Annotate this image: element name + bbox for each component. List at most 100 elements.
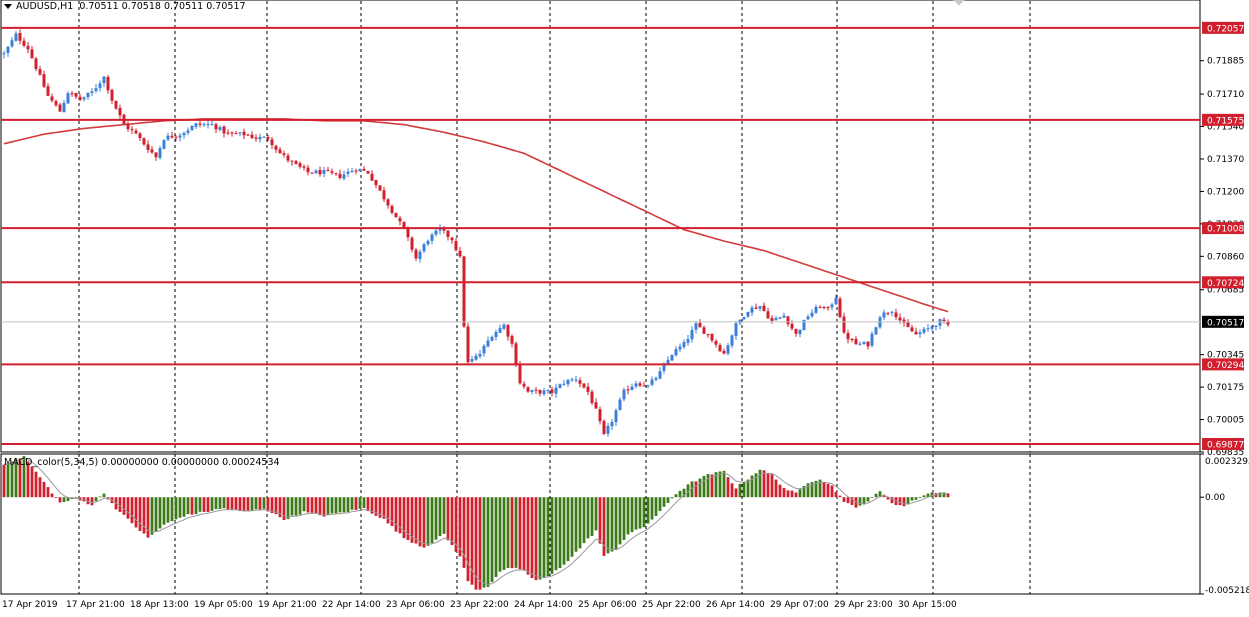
candle-body-bull (238, 132, 242, 134)
macd-bar-falling (206, 497, 210, 512)
candle-body-bear (286, 155, 290, 161)
macd-bar-rising (158, 497, 162, 529)
candle-body-bear (946, 321, 950, 325)
candle-body-bull (94, 88, 98, 92)
candle-body-bull (434, 230, 438, 235)
macd-bar-falling (374, 497, 378, 516)
candle-body-bull (610, 421, 614, 427)
candle-body-bear (294, 161, 298, 164)
x-tick-label: 23 Apr 22:00 (450, 600, 509, 610)
macd-bar-falling (834, 491, 838, 498)
candle-body-bull (6, 46, 10, 53)
candle-body-bear (106, 76, 110, 91)
candle-body-bear (54, 101, 58, 106)
candle-body-bull (350, 171, 354, 173)
macd-bar-falling (318, 497, 322, 516)
candle-body-bear (406, 227, 410, 238)
macd-bar-rising (22, 456, 26, 498)
candle-body-bear (74, 92, 78, 97)
candle-body-bear (34, 58, 38, 69)
macd-bar-rising (670, 497, 674, 499)
candle-body-bull (814, 306, 818, 313)
macd-bar-rising (638, 497, 642, 529)
macd-bar-falling (726, 477, 730, 498)
macd-bar-falling (386, 497, 390, 524)
macd-bar-falling (602, 497, 606, 556)
candle-body-bear (638, 383, 642, 386)
candle-body-bull (14, 33, 18, 41)
macd-bar-falling (526, 497, 530, 575)
macd-bar-falling (34, 471, 38, 498)
macd-bar-falling (774, 479, 778, 498)
price-level-tag (1202, 113, 1244, 126)
macd-signal-line (3, 458, 948, 585)
candle-body-bull (474, 355, 478, 360)
macd-bar-falling (734, 488, 738, 498)
macd-bar-falling (466, 497, 470, 582)
candle-body-bull (746, 311, 750, 317)
macd-bar-falling (770, 474, 774, 498)
candle-body-bull (90, 91, 94, 93)
macd-bar-falling (122, 497, 126, 515)
macd-bar-falling (90, 497, 94, 506)
macd-bar-rising (658, 497, 662, 512)
candle-body-bear (398, 217, 402, 222)
candle-body-bull (482, 345, 486, 354)
macd-bar-rising (174, 497, 178, 520)
candle-body-bear (250, 134, 254, 139)
macd-bar-falling (382, 497, 386, 519)
chevron-down-icon[interactable] (4, 4, 12, 9)
candle-body-bull (930, 326, 934, 329)
y-tick-label: 0.69835 (1207, 448, 1244, 458)
candle-body-bull (830, 304, 834, 308)
candle-body-bull (694, 323, 698, 330)
candle-body-bull (774, 318, 778, 321)
macd-bar-rising (702, 475, 706, 498)
macd-bar-rising (758, 469, 762, 498)
candle-body-bull (778, 317, 782, 319)
candle-body-bull (742, 317, 746, 320)
candle-body-bear (134, 130, 138, 134)
macd-y-tick-label: -0.005218 (1205, 586, 1249, 596)
candle-body-bull (806, 316, 810, 320)
macd-bar-rising (582, 497, 586, 544)
macd-bar-rising (558, 497, 562, 568)
macd-bar-rising (606, 497, 610, 554)
candle-body-bear (26, 45, 30, 50)
macd-bar-falling (598, 497, 602, 544)
macd-bar-falling (50, 493, 54, 498)
macd-bar-falling (282, 497, 286, 521)
candle-body-bull (438, 228, 442, 231)
candle-body-bear (254, 137, 258, 139)
y-tick-label: 0.70685 (1207, 286, 1244, 296)
candle-body-bear (822, 307, 826, 309)
candle-body-bear (790, 323, 794, 329)
x-tick-label: 17 Apr 2019 (2, 600, 58, 610)
macd-bar-rising (918, 497, 922, 499)
macd-bar-rising (338, 497, 342, 513)
candle-body-bear (154, 152, 158, 158)
macd-bar-rising (438, 497, 442, 537)
price-level-label: 0.70294 (1207, 361, 1244, 371)
candle-body-bear (866, 341, 870, 347)
macd-bar-rising (210, 497, 214, 511)
macd-bar-rising (714, 472, 718, 498)
candle-body-bull (530, 390, 534, 393)
candle-body-bear (110, 89, 114, 101)
macd-bar-rising (866, 497, 870, 502)
macd-bar-rising (294, 497, 298, 516)
macd-y-tick-label: 0.0023295 (1205, 457, 1249, 467)
macd-bar-rising (490, 497, 494, 582)
macd-bar-rising (746, 479, 750, 498)
macd-bar-rising (162, 497, 166, 525)
macd-bar-rising (646, 497, 650, 524)
candle-body-bull (10, 40, 14, 47)
macd-bar-rising (482, 497, 486, 588)
macd-bar-falling (258, 497, 262, 510)
candle-body-bull (470, 359, 474, 362)
macd-bar-falling (202, 497, 206, 512)
candle-body-bear (270, 139, 274, 146)
macd-bar-falling (462, 497, 466, 568)
candle-body-bear (230, 132, 234, 134)
ohlc-values: 0.70511 0.70518 0.70511 0.70517 (79, 1, 246, 12)
